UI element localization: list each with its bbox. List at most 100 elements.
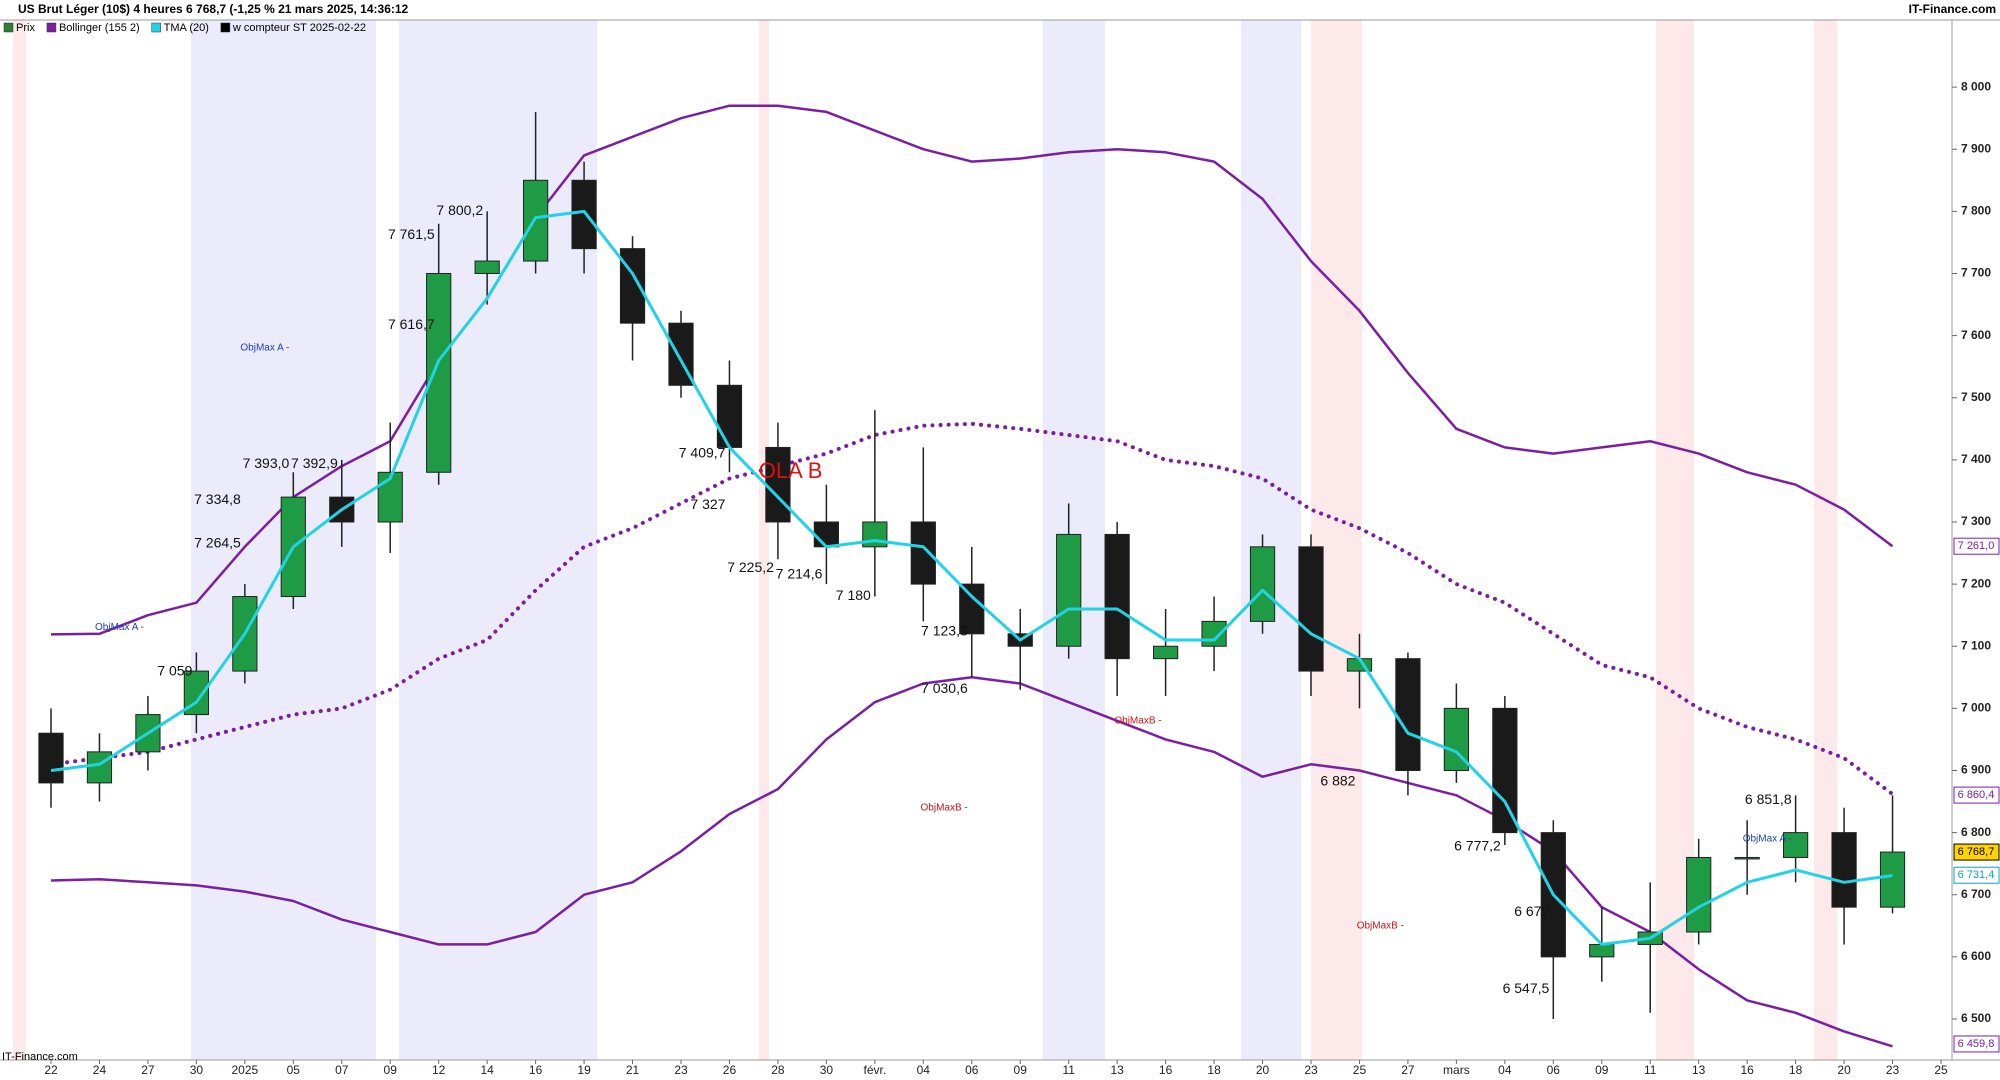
y-tick-label: 7 400 (1961, 452, 1991, 466)
candle-body (813, 521, 839, 548)
y-tick-label: 6 800 (1961, 825, 1991, 839)
legend-label: w compteur ST 2025-02-22 (232, 22, 366, 34)
x-tick-label: 25 (1934, 1063, 1948, 1077)
chart-title: US Brut Léger (10$) 4 heures 6 768,7 (-1… (18, 2, 409, 16)
y-tick-label: 7 200 (1961, 576, 1991, 590)
legend-label: Prix (16, 22, 35, 34)
bollinger-middle (49, 421, 1895, 797)
x-tick-label: 2025 (231, 1063, 258, 1077)
x-tick-label: 27 (1401, 1063, 1415, 1077)
x-tick-label: 16 (1159, 1063, 1173, 1077)
annotation: 7 214,6 (776, 566, 823, 582)
y-tick-label: 8 000 (1961, 79, 1991, 93)
candle-body (1395, 658, 1421, 771)
annotation: 6 672 (1514, 903, 1549, 919)
bollinger-lower (50, 676, 1893, 1048)
x-tick-label: 18 (1789, 1063, 1803, 1077)
price-tag (1953, 1035, 2000, 1053)
x-tick-label: 30 (190, 1063, 204, 1077)
annotation: 7 393,0 (243, 455, 290, 471)
annotation: 7 327 (690, 496, 725, 512)
annotation: 7 334,8 (194, 491, 241, 507)
y-tick-label: 7 800 (1961, 204, 1991, 218)
band (1311, 20, 1362, 1060)
x-tick-label: 07 (335, 1063, 349, 1077)
annotation: 7 616,7 (388, 316, 435, 332)
candle-body (1686, 856, 1712, 933)
x-tick-label: 20 (1256, 1063, 1270, 1077)
x-tick-label: 16 (1740, 1063, 1754, 1077)
annotation: ObjMax A - (1743, 833, 1792, 844)
annotation: 7 409,7 (679, 445, 726, 461)
x-tick-label: 23 (1886, 1063, 1900, 1077)
tma-line (50, 209, 1893, 946)
candle-body (1783, 832, 1809, 858)
x-tick-label: 12 (432, 1063, 446, 1077)
candle-body (426, 272, 452, 473)
bollinger-upper (50, 104, 1894, 636)
legend-label: Bollinger (155 2) (59, 22, 140, 34)
x-tick-label: 27 (141, 1063, 155, 1077)
legend-label: TMA (20) (164, 22, 209, 34)
candle-body (474, 260, 500, 274)
annotation: ObjMax A - (95, 622, 144, 633)
annotation: ObjMaxB - (921, 802, 968, 813)
x-tick-label: 23 (1304, 1063, 1318, 1077)
band (1241, 20, 1301, 1060)
price-tag-label: 6 459,8 (1958, 1038, 1995, 1050)
x-tick-label: 16 (529, 1063, 543, 1077)
candle-body (1104, 533, 1130, 660)
x-tick-label: 22 (44, 1063, 58, 1077)
annotation: 6 851,8 (1745, 791, 1792, 807)
x-tick-label: 21 (626, 1063, 640, 1077)
x-tick-label: 09 (384, 1063, 398, 1077)
x-tick-label: 11 (1062, 1063, 1075, 1077)
annotation: 7 392,9 (291, 455, 338, 471)
candle-body (571, 179, 597, 250)
candle-body (523, 179, 549, 262)
candle-body (1153, 645, 1179, 660)
annotation: ObjMax A - (240, 343, 289, 354)
x-tick-label: 18 (1207, 1063, 1221, 1077)
legend-swatch (46, 22, 57, 33)
x-tick-label: 04 (917, 1063, 931, 1077)
candle-body (1056, 533, 1082, 647)
band (1814, 20, 1837, 1060)
candle-body (1443, 707, 1470, 771)
y-tick-label: 7 100 (1961, 638, 1991, 652)
candle-body (1879, 851, 1906, 908)
annotation: 7 225,2 (727, 559, 774, 575)
candle-body (910, 521, 936, 585)
annotation: 6 777,2 (1454, 837, 1501, 853)
price-tag-label: 6 768,7 (1958, 846, 1995, 858)
candle-body (1492, 707, 1518, 834)
annotation: 7 030,6 (921, 680, 968, 696)
candle-body (1201, 620, 1227, 647)
x-tick-label: 20 (1837, 1063, 1851, 1077)
band (13, 20, 26, 1060)
annotation: 7 761,5 (388, 226, 435, 242)
price-tag-label: 6 731,4 (1958, 869, 1995, 881)
candle-body (86, 751, 113, 784)
x-tick-label: févr. (864, 1063, 887, 1077)
x-tick-label: 04 (1498, 1063, 1512, 1077)
candle-body (38, 732, 64, 784)
annotation: 7 264,5 (194, 535, 241, 551)
annotation: 7 059 (157, 662, 192, 678)
candle-body (1589, 943, 1615, 958)
legend-swatch (3, 22, 14, 33)
x-tick-label: 06 (965, 1063, 979, 1077)
price-tag (1953, 786, 2000, 804)
candle-body (1298, 546, 1324, 672)
band (759, 20, 769, 1060)
y-tick-label: 6 900 (1961, 763, 1991, 777)
y-tick-label: 7 500 (1961, 390, 1991, 404)
price-tag (1953, 537, 2000, 555)
annotation: ObjMaxB - (1114, 715, 1161, 726)
candle-body (377, 471, 403, 523)
x-tick-label: 11 (1644, 1063, 1657, 1077)
candle-body (1831, 832, 1857, 908)
x-tick-label: 23 (674, 1063, 688, 1077)
footer: IT-Finance.com (2, 1051, 78, 1063)
